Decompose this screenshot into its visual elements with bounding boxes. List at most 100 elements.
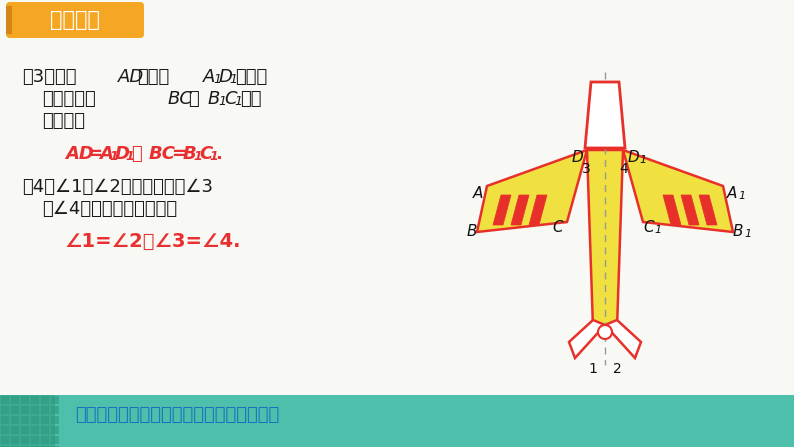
Text: C: C	[643, 220, 653, 235]
Text: 1: 1	[218, 95, 226, 108]
Bar	[51, 396, 59, 404]
Text: 关系？线段: 关系？线段	[42, 90, 96, 108]
Bar	[1, 396, 9, 404]
Bar	[0, 395, 794, 447]
Bar	[11, 406, 19, 414]
Polygon shape	[587, 150, 623, 328]
Text: 1: 1	[639, 155, 646, 165]
Text: =: =	[87, 145, 102, 163]
Text: A: A	[472, 186, 483, 201]
Text: =: =	[171, 145, 186, 163]
Bar	[11, 416, 19, 424]
Text: A: A	[203, 68, 215, 86]
Text: D: D	[628, 150, 640, 165]
Text: B: B	[467, 224, 477, 239]
Text: 与: 与	[188, 90, 198, 108]
Bar	[51, 416, 59, 424]
Polygon shape	[493, 195, 511, 225]
Bar	[21, 406, 29, 414]
Polygon shape	[663, 195, 681, 225]
Text: 1: 1	[744, 229, 751, 239]
Bar	[31, 406, 39, 414]
Bar	[41, 406, 49, 414]
Text: BC: BC	[149, 145, 176, 163]
Bar	[1, 416, 9, 424]
Text: 与线段: 与线段	[137, 68, 169, 86]
Text: 呢？: 呢？	[240, 90, 261, 108]
Text: A: A	[99, 145, 113, 163]
FancyBboxPatch shape	[6, 2, 144, 38]
Text: 为什么？: 为什么？	[42, 112, 85, 130]
Text: 1: 1	[654, 225, 661, 235]
Bar	[31, 446, 39, 447]
Bar	[51, 446, 59, 447]
Bar	[21, 446, 29, 447]
Bar	[21, 426, 29, 434]
Polygon shape	[529, 195, 547, 225]
Text: .: .	[215, 145, 222, 163]
Text: B: B	[183, 145, 197, 163]
Bar	[21, 416, 29, 424]
Polygon shape	[585, 82, 625, 148]
Bar	[11, 426, 19, 434]
Text: C: C	[199, 145, 212, 163]
Bar	[31, 436, 39, 444]
Bar	[21, 436, 29, 444]
Text: 3: 3	[582, 162, 591, 176]
Bar	[41, 426, 49, 434]
Bar	[1, 436, 9, 444]
Text: B: B	[208, 90, 221, 108]
Text: AD: AD	[118, 68, 145, 86]
Bar	[41, 446, 49, 447]
Bar	[1, 446, 9, 447]
Text: 1: 1	[109, 150, 118, 163]
Bar	[11, 436, 19, 444]
Bar	[21, 396, 29, 404]
Text: 1: 1	[229, 73, 237, 86]
Bar	[31, 416, 39, 424]
Text: 1: 1	[588, 362, 597, 376]
Bar	[41, 396, 49, 404]
Text: 1: 1	[193, 150, 202, 163]
Text: D: D	[571, 150, 583, 165]
Bar	[41, 416, 49, 424]
Bar	[51, 426, 59, 434]
Bar	[31, 426, 39, 434]
Text: 思考：综合以上问题，你能得到什么结论？: 思考：综合以上问题，你能得到什么结论？	[75, 406, 279, 424]
Text: B: B	[733, 224, 743, 239]
Text: 1: 1	[738, 191, 745, 201]
Bar	[1, 406, 9, 414]
Text: 1: 1	[234, 95, 242, 108]
Polygon shape	[605, 320, 641, 358]
Text: 有什么: 有什么	[235, 68, 268, 86]
Text: D: D	[115, 145, 130, 163]
Text: 新课讲解: 新课讲解	[50, 10, 100, 30]
Bar	[41, 436, 49, 444]
Polygon shape	[699, 195, 717, 225]
Text: （3）线段: （3）线段	[22, 68, 76, 86]
Text: （4）∠1与∠2有什么关系？∠3: （4）∠1与∠2有什么关系？∠3	[22, 178, 213, 196]
Circle shape	[598, 325, 612, 339]
Bar	[11, 446, 19, 447]
Text: ∠1=∠2，∠3=∠4.: ∠1=∠2，∠3=∠4.	[65, 232, 241, 251]
Bar	[0, 395, 55, 447]
Bar	[6, 6, 12, 34]
Text: 2: 2	[613, 362, 622, 376]
Polygon shape	[569, 320, 605, 358]
Text: C: C	[553, 220, 563, 235]
Polygon shape	[511, 195, 529, 225]
Bar	[51, 406, 59, 414]
Text: ，: ，	[131, 145, 142, 163]
Text: A: A	[727, 186, 738, 201]
Polygon shape	[477, 150, 587, 232]
Polygon shape	[623, 150, 733, 232]
Bar	[31, 396, 39, 404]
Text: AD: AD	[65, 145, 94, 163]
Text: BC: BC	[168, 90, 193, 108]
Bar	[51, 436, 59, 444]
Polygon shape	[681, 195, 699, 225]
Bar	[11, 396, 19, 404]
Text: 1: 1	[213, 73, 221, 86]
Text: 与∠4呢？说说你的理由？: 与∠4呢？说说你的理由？	[42, 200, 177, 218]
Text: 4: 4	[619, 162, 628, 176]
